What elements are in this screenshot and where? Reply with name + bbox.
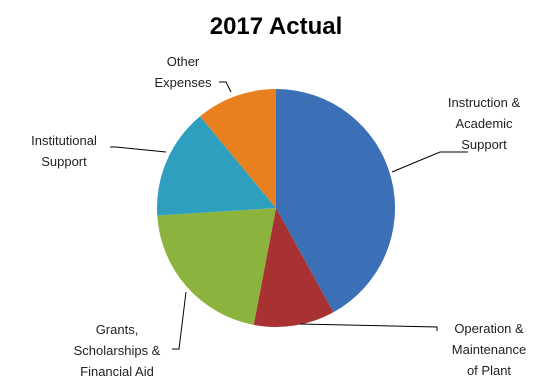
slice-label-line: of Plant (467, 363, 511, 377)
slice-label-line: Instruction & (448, 95, 521, 110)
pie-slice-grants-scholarships-financial-aid (157, 208, 276, 325)
slice-label-line: Other (167, 54, 200, 69)
pie-slices (157, 89, 395, 327)
pie-slice-instruction-academic-support (276, 89, 395, 313)
leader-lines (110, 81, 468, 350)
slice-label-line: Operation & (454, 321, 524, 336)
slice-label-line: Support (461, 137, 507, 152)
leader-line-grants-scholarships-financial-aid (172, 291, 187, 350)
slice-label-line: Expenses (154, 75, 212, 90)
chart-title: 2017 Actual (210, 13, 343, 40)
leader-line-other-expenses (219, 81, 232, 93)
pie-slice-operation-maintenance-of-plant (253, 208, 334, 327)
slice-label-line: Support (41, 154, 87, 169)
leader-line-operation-maintenance-of-plant (299, 323, 438, 331)
slice-label-line: Scholarships & (74, 343, 161, 358)
slice-label-other-expenses: Other Expenses (154, 54, 212, 90)
leader-line-instruction-academic-support (391, 151, 468, 173)
slice-labels: Instruction & Academic Support Operation & M… (31, 54, 526, 377)
slice-label-institutional-support: Institutional Support (31, 133, 97, 169)
slice-label-line: Financial Aid (80, 364, 154, 377)
slice-label-line: Institutional (31, 133, 97, 148)
slice-label-line: Academic (455, 116, 513, 131)
leader-line-institutional-support (110, 146, 167, 153)
slice-label-grants-scholarships-financial-aid: Grants, Scholarships & Financial Aid (74, 322, 161, 377)
slice-label-line: Grants, (96, 322, 139, 337)
pie-slice-institutional-support (157, 116, 276, 216)
slice-label-instruction-academic-support: Instruction & Academic Support (448, 95, 521, 152)
slice-label-line: Maintenance (452, 342, 526, 357)
slice-label-operation-maintenance-of-plant: Operation & Maintenance of Plant (452, 321, 526, 377)
pie-slice-other-expenses (200, 89, 276, 208)
